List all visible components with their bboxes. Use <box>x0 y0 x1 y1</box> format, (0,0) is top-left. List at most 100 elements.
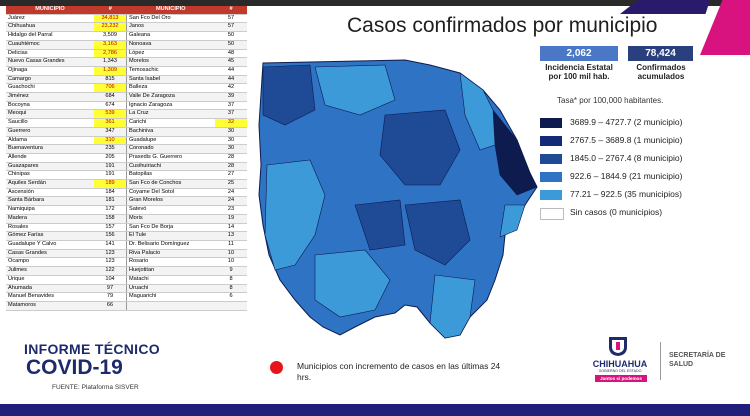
cell-count-2: 23 <box>215 205 247 215</box>
secretariat-line2: SALUD <box>669 361 694 368</box>
table-row: Bocoyna 674 Ignacio Zaragoza 37 <box>6 101 247 111</box>
cell-count-2: 42 <box>215 83 247 94</box>
cell-count: 79 <box>94 292 127 302</box>
cell-count-2 <box>215 301 247 311</box>
cell-count: 181 <box>94 196 127 207</box>
cell-municipio-2: Galeana <box>126 31 215 41</box>
table-row: Nuevo Casas Grandes 1,343 Morelos 45 <box>6 57 247 67</box>
cell-count: 123 <box>94 257 127 268</box>
legend-label: Sin casos (0 municipios) <box>570 207 663 217</box>
cell-municipio-2: Satevó <box>126 205 215 215</box>
cell-municipio: Meoqui <box>6 109 94 120</box>
cell-count: 34,813 <box>94 14 127 24</box>
cell-count-2: 50 <box>215 31 247 41</box>
cell-count: 141 <box>94 240 127 250</box>
cell-municipio-2: Riva Palacio <box>126 249 215 259</box>
report-title: INFORME TÉCNICO <box>24 341 160 357</box>
cell-count-2: 44 <box>215 75 247 85</box>
table-row: Ahumada 97 Uruachi 8 <box>6 284 247 294</box>
legend-swatch <box>540 154 562 164</box>
region-northwest <box>262 64 316 126</box>
cell-count: 815 <box>94 75 127 85</box>
cell-count-2: 10 <box>215 249 247 259</box>
table-row: Manuel Benavides 79 Maguarichi 6 <box>6 292 247 302</box>
cell-municipio: Madera <box>6 214 94 224</box>
legend-label: 3689.9 – 4727.7 (2 municipio) <box>570 117 683 127</box>
cell-municipio-2: San Fco De Borja <box>126 223 215 233</box>
cell-count-2: 28 <box>215 162 247 172</box>
covid-title: COVID-19 <box>26 356 123 379</box>
cell-count: 189 <box>94 179 127 189</box>
confirmed-label: Confirmados acumulados <box>624 63 698 81</box>
cell-municipio-2: Huejotitan <box>126 266 215 276</box>
cell-municipio: Aquiles Serdán <box>6 179 94 189</box>
cell-count: 310 <box>94 136 127 146</box>
cell-municipio: Ocampo <box>6 257 94 268</box>
cell-count-2: 30 <box>215 136 247 146</box>
increase-indicator-dot <box>270 361 283 374</box>
cell-count: 706 <box>94 83 127 94</box>
page-title: Casos confirmados por municipio <box>347 14 658 37</box>
secretariat-line1: SECRETARÍA DE <box>669 352 726 359</box>
cell-count: 539 <box>94 109 127 120</box>
cases-table: MUNICIPIO # MUNICIPIO # Juárez 34,813 San … <box>6 6 247 311</box>
col-header-count: # <box>94 6 127 15</box>
cell-count: 674 <box>94 101 127 111</box>
table-row: Matamoros 66 <box>6 301 247 311</box>
cell-municipio-2: Batopilas <box>126 170 215 181</box>
col-header-count-2: # <box>215 6 247 15</box>
cell-count-2: 32 <box>215 118 247 128</box>
cell-count: 66 <box>94 301 127 311</box>
table-row: Saucillo 361 Carichi 32 <box>6 118 247 128</box>
legend-item: 3689.9 – 4727.7 (2 municipio) <box>540 116 740 130</box>
corner-decoration-purple <box>620 0 710 14</box>
cell-municipio-2: Coronado <box>126 144 215 154</box>
cell-count-2: 25 <box>215 179 247 189</box>
cell-count-2: 9 <box>215 266 247 276</box>
cell-count: 156 <box>94 231 127 241</box>
legend-label: 922.6 – 1844.9 (21 municipio) <box>570 171 683 181</box>
cell-municipio-2: Balleza <box>126 83 215 94</box>
corner-decoration-pink <box>700 0 750 55</box>
table-row: Allende 205 Praxedis G. Guerrero 28 <box>6 153 247 163</box>
table-row: Urique 104 Matachi 8 <box>6 275 247 285</box>
cell-count-2: 6 <box>215 292 247 302</box>
cell-municipio: Matamoros <box>6 301 94 311</box>
table-row: Aldama 310 Guadalupe 30 <box>6 136 247 146</box>
state-crest-icon <box>609 337 627 356</box>
cell-count-2: 45 <box>215 57 247 67</box>
table-row: Guachochi 706 Balleza 42 <box>6 83 247 94</box>
cell-count: 158 <box>94 214 127 224</box>
table-row: Buenaventura 235 Coronado 30 <box>6 144 247 154</box>
cell-municipio: Chihuahua <box>6 22 94 33</box>
table-header-row: MUNICIPIO # MUNICIPIO # <box>6 6 247 15</box>
map-svg <box>258 59 538 339</box>
top-frame-bar <box>0 0 750 6</box>
cell-municipio: Gómez Farías <box>6 231 94 241</box>
cell-count-2: 44 <box>215 66 247 76</box>
cell-municipio-2: Coyame Del Sotol <box>126 188 215 198</box>
cell-count-2: 8 <box>215 275 247 285</box>
incidence-label: Incidencia Estatal por 100 mil hab. <box>532 63 626 81</box>
cell-municipio: Santa Bárbara <box>6 196 94 207</box>
cell-count-2: 57 <box>215 14 247 24</box>
state-slogan: Juntos sí podemos <box>595 375 647 382</box>
cell-count: 191 <box>94 170 127 181</box>
col-header-municipio: MUNICIPIO <box>6 6 94 15</box>
legend-item: 1845.0 – 2767.4 (8 municipio) <box>540 152 740 166</box>
cell-municipio: Ahumada <box>6 284 94 294</box>
cell-municipio: Aldama <box>6 136 94 146</box>
cell-municipio-2: Morelos <box>126 57 215 67</box>
legend-swatch <box>540 208 564 220</box>
legend-item: 922.6 – 1844.9 (21 municipio) <box>540 170 740 184</box>
legend-swatch <box>540 136 562 146</box>
cell-count: 3,163 <box>94 40 127 50</box>
cell-count: 184 <box>94 188 127 198</box>
table-row: Santa Bárbara 181 Gran Morelos 24 <box>6 196 247 207</box>
region-mid <box>379 109 461 186</box>
cell-municipio: Guerrero <box>6 127 94 137</box>
cell-municipio: Allende <box>6 153 94 163</box>
cell-count: 1,343 <box>94 57 127 67</box>
cell-municipio: Manuel Benavides <box>6 292 94 302</box>
incidence-label-line1: Incidencia Estatal <box>545 63 613 72</box>
